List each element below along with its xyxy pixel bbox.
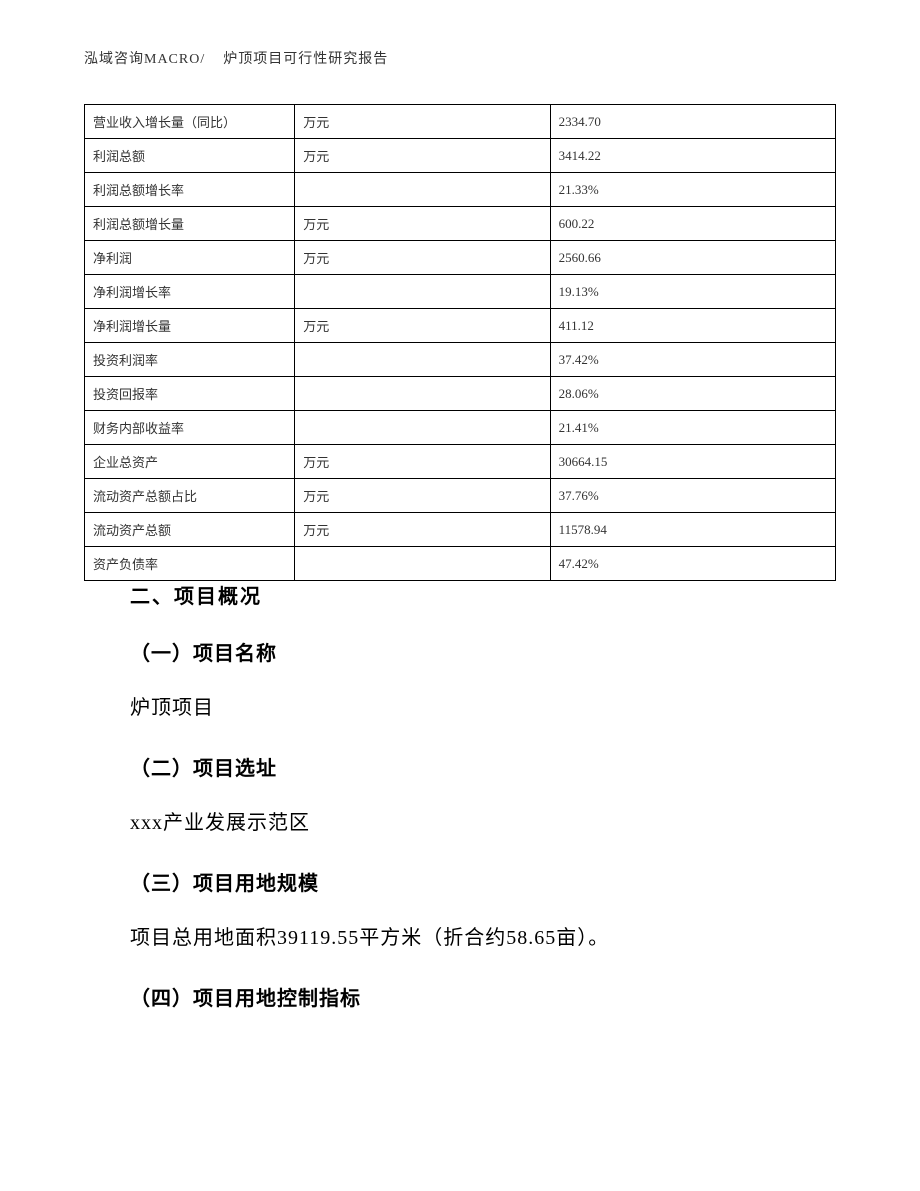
table-row: 营业收入增长量（同比）万元2334.70 (85, 105, 836, 139)
table-row: 企业总资产万元30664.15 (85, 445, 836, 479)
table-cell (295, 377, 550, 411)
table-cell: 11578.94 (550, 513, 835, 547)
table-row: 净利润万元2560.66 (85, 241, 836, 275)
table-row: 投资利润率 37.42% (85, 343, 836, 377)
financial-table-container: 营业收入增长量（同比）万元2334.70利润总额万元3414.22利润总额增长率… (84, 104, 836, 581)
table-cell (295, 343, 550, 377)
table-cell: 净利润增长率 (85, 275, 295, 309)
table-cell: 3414.22 (550, 139, 835, 173)
table-cell: 利润总额增长率 (85, 173, 295, 207)
table-cell: 30664.15 (550, 445, 835, 479)
table-cell: 万元 (295, 309, 550, 343)
sub-title-3: （三）项目用地规模 (130, 867, 790, 896)
table-cell: 财务内部收益率 (85, 411, 295, 445)
table-row: 利润总额万元3414.22 (85, 139, 836, 173)
table-cell: 万元 (295, 513, 550, 547)
table-cell (295, 547, 550, 581)
table-row: 财务内部收益率 21.41% (85, 411, 836, 445)
table-cell: 流动资产总额占比 (85, 479, 295, 513)
content-section: 二、项目概况 （一）项目名称 炉顶项目 （二）项目选址 xxx产业发展示范区 （… (130, 580, 790, 1037)
sub-title-2: （二）项目选址 (130, 752, 790, 781)
table-cell: 万元 (295, 479, 550, 513)
table-cell: 资产负债率 (85, 547, 295, 581)
table-cell: 流动资产总额 (85, 513, 295, 547)
table-cell: 2560.66 (550, 241, 835, 275)
table-cell: 万元 (295, 207, 550, 241)
table-cell: 企业总资产 (85, 445, 295, 479)
table-cell: 600.22 (550, 207, 835, 241)
table-cell: 投资利润率 (85, 343, 295, 377)
sub-title-1: （一）项目名称 (130, 637, 790, 666)
table-cell: 37.76% (550, 479, 835, 513)
table-cell: 37.42% (550, 343, 835, 377)
table-cell: 28.06% (550, 377, 835, 411)
table-cell: 万元 (295, 105, 550, 139)
table-row: 投资回报率 28.06% (85, 377, 836, 411)
table-cell: 净利润增长量 (85, 309, 295, 343)
table-cell: 投资回报率 (85, 377, 295, 411)
table-cell: 19.13% (550, 275, 835, 309)
body-text-1: 炉顶项目 (130, 692, 790, 724)
header-company: 泓域咨询MACRO/ (84, 52, 205, 67)
header-title: 炉顶项目可行性研究报告 (223, 52, 388, 67)
table-row: 净利润增长量万元411.12 (85, 309, 836, 343)
table-cell: 净利润 (85, 241, 295, 275)
table-row: 利润总额增长量万元600.22 (85, 207, 836, 241)
table-row: 净利润增长率 19.13% (85, 275, 836, 309)
table-row: 流动资产总额占比万元37.76% (85, 479, 836, 513)
table-row: 利润总额增长率 21.33% (85, 173, 836, 207)
table-cell: 21.33% (550, 173, 835, 207)
table-cell: 万元 (295, 139, 550, 173)
table-cell: 47.42% (550, 547, 835, 581)
table-cell: 营业收入增长量（同比） (85, 105, 295, 139)
table-cell: 万元 (295, 445, 550, 479)
section-main-title: 二、项目概况 (130, 580, 790, 609)
table-cell (295, 173, 550, 207)
table-cell: 万元 (295, 241, 550, 275)
table-cell (295, 411, 550, 445)
sub-title-4: （四）项目用地控制指标 (130, 982, 790, 1011)
financial-table: 营业收入增长量（同比）万元2334.70利润总额万元3414.22利润总额增长率… (84, 104, 836, 581)
body-text-2: xxx产业发展示范区 (130, 807, 790, 839)
table-row: 资产负债率 47.42% (85, 547, 836, 581)
table-cell: 21.41% (550, 411, 835, 445)
body-text-3: 项目总用地面积39119.55平方米（折合约58.65亩）。 (130, 922, 790, 954)
table-row: 流动资产总额万元11578.94 (85, 513, 836, 547)
table-cell: 利润总额增长量 (85, 207, 295, 241)
table-cell: 利润总额 (85, 139, 295, 173)
table-cell (295, 275, 550, 309)
table-cell: 411.12 (550, 309, 835, 343)
table-cell: 2334.70 (550, 105, 835, 139)
page-header: 泓域咨询MACRO/ 炉顶项目可行性研究报告 (84, 48, 388, 68)
